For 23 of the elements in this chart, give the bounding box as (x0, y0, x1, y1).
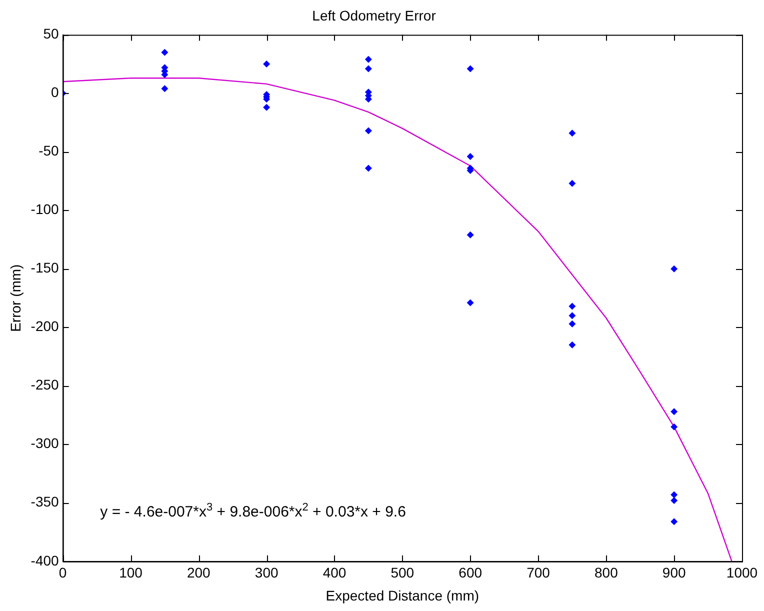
x-tick-label: 100 (119, 564, 143, 581)
y-tick-label: -200 (30, 318, 60, 334)
x-tick-label: 300 (254, 564, 278, 581)
y-tick-label: -100 (30, 201, 60, 218)
x-tick-label: 200 (186, 564, 211, 581)
y-tick-label: -250 (30, 376, 60, 393)
y-tick-label: -350 (30, 494, 60, 510)
x-tick-label: 800 (594, 564, 618, 581)
x-tick-label: 500 (390, 564, 414, 581)
x-tick-label: 600 (458, 564, 482, 581)
x-tick-label: 400 (322, 564, 346, 581)
y-tick-label: -150 (30, 260, 60, 276)
x-tick-label: 1000 (726, 564, 758, 581)
x-tick-label: 900 (662, 564, 686, 581)
y-tick-label: 0 (51, 84, 60, 100)
y-axis-title: Error (mm) (7, 264, 24, 332)
y-tick-label: -300 (30, 435, 60, 452)
y-tick-label: -400 (30, 552, 60, 568)
y-tick-label: 50 (43, 26, 60, 42)
x-tick-label: 700 (526, 564, 550, 581)
x-axis-title: Expected Distance (mm) (326, 587, 480, 604)
y-tick-label: -50 (38, 142, 60, 159)
chart-title: Left Odometry Error (312, 7, 436, 24)
